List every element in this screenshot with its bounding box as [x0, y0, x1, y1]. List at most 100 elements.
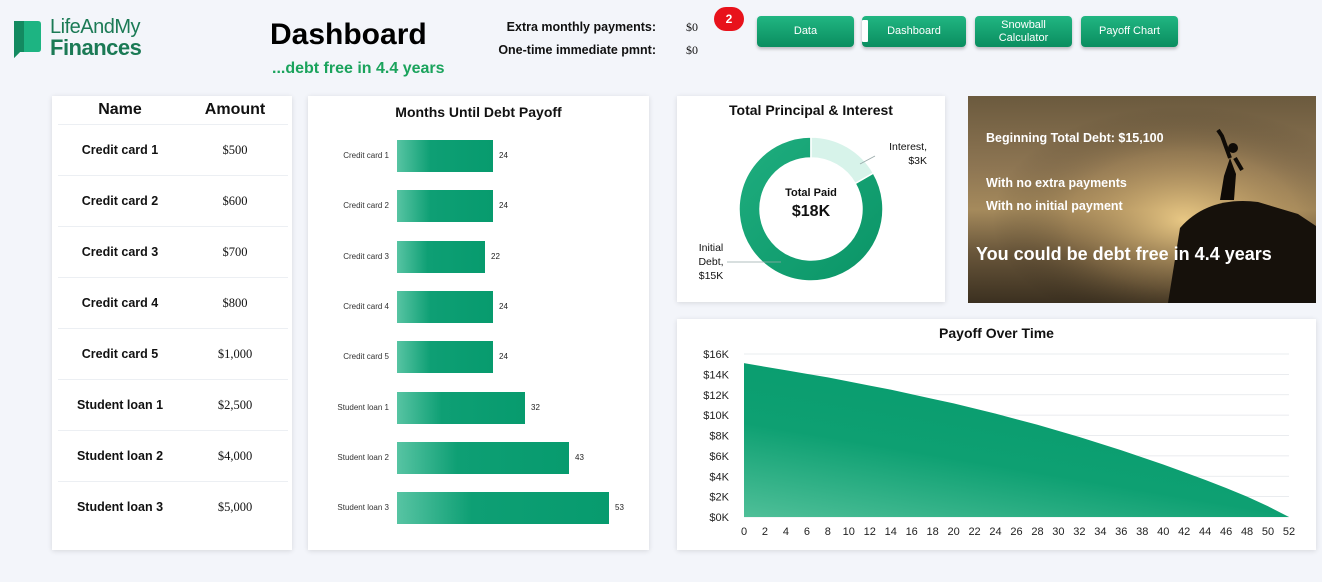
principal-interest-chart: Total Principal & Interest Total Paid $1… — [677, 96, 945, 302]
active-tab-marker — [862, 20, 868, 42]
motivation-photo-card: Beginning Total Debt: $15,100 With no ex… — [968, 96, 1316, 303]
bar — [397, 190, 493, 223]
debt-name: Credit card 1 — [81, 143, 159, 157]
debt-name: Student loan 3 — [76, 500, 164, 514]
x-tick-label: 52 — [1283, 526, 1295, 538]
debt-name: Credit card 2 — [81, 194, 159, 208]
bar — [397, 441, 569, 474]
y-tick-label: $14K — [703, 369, 729, 381]
y-tick-label: $12K — [703, 390, 729, 402]
nav-data-button[interactable]: Data — [757, 16, 854, 47]
x-tick-label: 12 — [864, 526, 876, 538]
x-tick-label: 22 — [968, 526, 980, 538]
logo-text-top: LifeAndMy — [50, 16, 141, 38]
bar — [397, 290, 493, 323]
onetime-payment-value[interactable]: $0 — [686, 43, 698, 57]
summit-silhouette-image — [968, 96, 1316, 303]
debt-amount: $600 — [222, 194, 248, 208]
donut-slice-initial-debt — [738, 136, 884, 282]
onetime-payment-label: One-time immediate pmnt: — [498, 43, 656, 57]
x-tick-label: 48 — [1241, 526, 1253, 538]
donut-chart — [727, 136, 884, 282]
logo: LifeAndMy Finances — [10, 16, 170, 62]
x-tick-label: 18 — [927, 526, 939, 538]
page-title: Dashboard — [270, 18, 427, 51]
nav-dashboard-button[interactable]: Dashboard — [862, 16, 966, 47]
table-row: Student loan 1 $2,500 — [58, 379, 288, 430]
bar-category-label: Credit card 4 — [343, 301, 389, 311]
x-tick-label: 6 — [804, 526, 810, 538]
x-tick-label: 26 — [1010, 526, 1022, 538]
x-tick-label: 40 — [1157, 526, 1169, 538]
months-until-payoff-chart: Months Until Debt Payoff Credit card 1 24… — [308, 96, 649, 550]
debt-free-headline: You could be debt free in 4.4 years — [976, 244, 1272, 264]
bar — [397, 140, 493, 172]
chart-title: Months Until Debt Payoff — [395, 104, 562, 120]
slice-label-initial-debt: Initial Debt, $15K — [698, 242, 724, 283]
x-tick-label: 36 — [1115, 526, 1127, 538]
y-tick-label: $6K — [709, 451, 729, 463]
x-tick-label: 34 — [1094, 526, 1106, 538]
bar-category-label: Credit card 5 — [343, 352, 389, 362]
no-initial-payment-text: With no initial payment — [986, 199, 1123, 213]
x-tick-label: 32 — [1073, 526, 1085, 538]
table-row: Credit card 2 $600 — [58, 175, 288, 226]
x-tick-label: 20 — [947, 526, 959, 538]
nav-payoff-chart-button[interactable]: Payoff Chart — [1081, 16, 1178, 47]
debt-amount: $700 — [222, 245, 248, 259]
table-row: Credit card 4 $800 — [58, 277, 288, 328]
y-tick-label: $4K — [709, 471, 729, 483]
logo-text-bottom: Finances — [50, 35, 142, 60]
y-tick-label: $10K — [703, 410, 729, 422]
chart-title: Payoff Over Time — [939, 325, 1054, 341]
x-tick-label: 46 — [1220, 526, 1232, 538]
bar-value-label: 43 — [575, 452, 584, 462]
bar-category-label: Student loan 3 — [337, 503, 389, 513]
bar-category-label: Credit card 2 — [343, 201, 389, 211]
bar-value-label: 53 — [615, 503, 624, 513]
table-row: Credit card 1 $500 — [58, 124, 288, 175]
bar — [397, 341, 493, 374]
debt-name: Credit card 5 — [81, 347, 159, 361]
debt-amount: $1,000 — [217, 347, 253, 361]
no-extra-payments-text: With no extra payments — [986, 176, 1127, 190]
y-tick-label: $0K — [709, 512, 729, 524]
nav-snowball-button[interactable]: Snowball Calculator — [975, 16, 1072, 47]
table-row: Student loan 3 $5,000 — [58, 481, 288, 532]
bar-value-label: 24 — [499, 352, 508, 362]
bar — [397, 391, 525, 424]
table-row: Student loan 2 $4,000 — [58, 430, 288, 481]
x-tick-label: 44 — [1199, 526, 1211, 538]
x-tick-label: 8 — [825, 526, 831, 538]
bar-category-label: Credit card 1 — [343, 151, 389, 160]
x-tick-label: 16 — [906, 526, 918, 538]
bar-value-label: 24 — [499, 201, 508, 211]
x-tick-label: 2 — [762, 526, 768, 538]
x-tick-label: 14 — [885, 526, 897, 538]
debt-amount: $4,000 — [217, 449, 253, 463]
debt-name: Student loan 2 — [76, 449, 164, 463]
y-tick-label: $16K — [703, 349, 729, 361]
table-row: Credit card 5 $1,000 — [58, 328, 288, 379]
x-tick-label: 10 — [843, 526, 855, 538]
donut-center-value: $18K — [791, 203, 831, 220]
debt-amount: $5,000 — [217, 500, 253, 514]
bar-value-label: 24 — [499, 301, 508, 311]
leader-line — [859, 155, 876, 165]
x-tick-label: 42 — [1178, 526, 1190, 538]
bar — [397, 492, 609, 525]
debt-amount: $800 — [222, 296, 248, 310]
chart-title: Total Principal & Interest — [729, 102, 893, 118]
x-tick-label: 50 — [1262, 526, 1274, 538]
x-tick-label: 24 — [989, 526, 1001, 538]
y-tick-label: $2K — [709, 492, 729, 504]
x-tick-label: 30 — [1052, 526, 1064, 538]
debt-name: Credit card 4 — [81, 296, 159, 310]
column-header-name: Name — [98, 101, 142, 118]
logo-icon — [14, 21, 41, 58]
slice-label-interest: Interest, $3K — [889, 141, 927, 168]
column-header-amount: Amount — [204, 101, 266, 118]
extra-payments-value[interactable]: $0 — [686, 20, 698, 34]
notification-badge: 2 — [714, 7, 744, 31]
